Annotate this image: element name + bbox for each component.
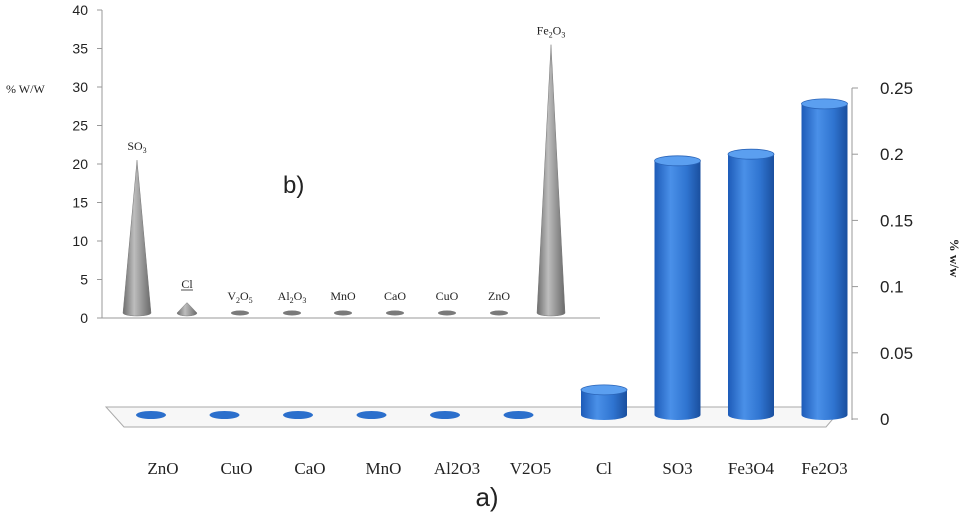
- panel-b-cone: [334, 310, 352, 316]
- panel-a-bar: [727, 148, 775, 420]
- panel-b-cone: [438, 310, 456, 316]
- panel-a-x-tick-label: Cl: [596, 459, 612, 478]
- panel-a-y-tick-label: 0.15: [880, 211, 913, 230]
- panel-b-cone: [536, 44, 566, 317]
- panel-a-bar: [503, 411, 534, 419]
- panel-a-x-tick-label: Fe2O3: [801, 459, 847, 478]
- panel-b-cone: [490, 310, 508, 316]
- panel-a-bar: [801, 98, 848, 420]
- panel-b-cone-label: SO3: [127, 139, 146, 155]
- panel-a-x-tick-label: CuO: [220, 459, 252, 478]
- panel-b-cone-label: V2O5: [227, 289, 252, 305]
- panel-a-x-tick-label: V2O5: [510, 459, 552, 478]
- panel-a-label: a): [475, 482, 498, 512]
- panel-b-cone: [283, 310, 301, 316]
- panel-b-frame: [101, 10, 600, 319]
- panel-a-y-tick-label: 0.25: [880, 79, 913, 98]
- panel-b-y-tick-label: 10: [72, 233, 88, 249]
- panel-b-y-tick-label: 0: [80, 310, 88, 326]
- panel-a-x-tick-label: SO3: [662, 459, 692, 478]
- panel-b-cone-label: ZnO: [488, 289, 510, 303]
- panel-b-cone-label: CuO: [436, 289, 459, 303]
- panel-b-cone: [386, 310, 404, 316]
- panel-b-cone-label: MnO: [330, 289, 356, 303]
- panel-b-y-tick-label: 40: [72, 2, 88, 18]
- panel-b-cone: [231, 310, 249, 316]
- panel-a-bar: [580, 384, 628, 420]
- panel-a-x-tick-label: ZnO: [147, 459, 178, 478]
- panel-a-y-tick-label: 0.05: [880, 344, 913, 363]
- panel-b-y-tick-label: 5: [80, 272, 88, 288]
- panel-b-y-axis-label: % W/W: [6, 82, 45, 96]
- panel-a-x-tick-label: MnO: [366, 459, 402, 478]
- panel-a-bar: [654, 155, 701, 420]
- panel-b-cone-label: Al2O3: [278, 289, 307, 305]
- panel-a-y-tick-label: 0.1: [880, 278, 904, 297]
- panel-a-y-axis-label: % w/w: [947, 239, 962, 278]
- panel-b-y-tick-label: 20: [72, 156, 88, 172]
- panel-b-y-tick-label: 25: [72, 118, 88, 134]
- panel-b-cone: [176, 302, 198, 317]
- panel-a-x-tick-label: Al2O3: [434, 459, 480, 478]
- panel-b-cone: [122, 160, 152, 317]
- panel-a-y-tick-label: 0.2: [880, 145, 904, 164]
- panel-a-bar: [356, 411, 387, 419]
- panel-b-label: b): [283, 172, 304, 199]
- panel-a-y-tick-label: 0: [880, 410, 889, 429]
- panel-a-bar: [283, 411, 313, 419]
- panel-a-bar: [430, 411, 460, 419]
- panel-b-cone-label: CaO: [384, 289, 406, 303]
- panel-b-y-tick-label: 30: [72, 79, 88, 95]
- panel-b-y-tick-label: 15: [72, 195, 88, 211]
- panel-a-bar: [136, 411, 166, 419]
- panel-a-x-tick-label: Fe3O4: [728, 459, 775, 478]
- panel-a-bar: [209, 411, 240, 419]
- panel-a-x-tick-label: CaO: [294, 459, 325, 478]
- panel-b-cone-label: Cl: [181, 277, 193, 291]
- panel-b-y-tick-label: 35: [72, 41, 88, 57]
- panel-b-cone-label: Fe2O3: [537, 24, 566, 40]
